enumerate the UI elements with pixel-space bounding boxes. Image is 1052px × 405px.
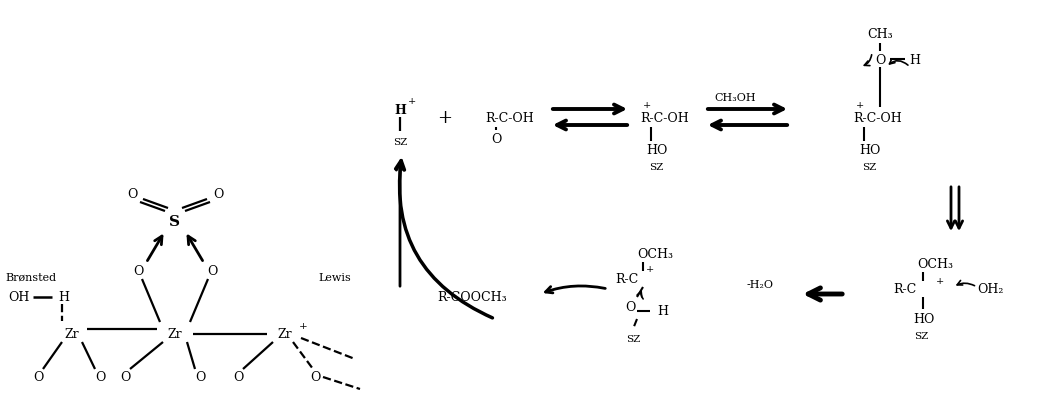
Text: O: O (33, 371, 43, 384)
Text: SZ: SZ (649, 163, 663, 172)
Text: OH: OH (8, 291, 29, 304)
Text: H: H (658, 305, 668, 318)
Text: O: O (127, 188, 137, 201)
Text: Zr: Zr (167, 328, 182, 341)
Text: R-C: R-C (893, 283, 916, 296)
Text: O: O (195, 371, 205, 384)
Text: SZ: SZ (392, 138, 407, 147)
Text: H: H (910, 53, 920, 66)
Text: R-C-OH: R-C-OH (641, 111, 689, 124)
Text: CH₃OH: CH₃OH (714, 93, 755, 103)
Text: +: + (643, 101, 651, 110)
Text: S: S (169, 215, 181, 228)
Text: HO: HO (859, 144, 881, 157)
Text: O: O (625, 301, 635, 314)
Text: SZ: SZ (626, 335, 641, 344)
Text: OCH₃: OCH₃ (917, 258, 953, 271)
Text: O: O (491, 133, 501, 146)
Text: CH₃: CH₃ (867, 28, 893, 41)
Text: SZ: SZ (914, 332, 928, 341)
Text: O: O (120, 371, 130, 384)
Text: +: + (936, 277, 944, 286)
Text: Brønsted: Brønsted (5, 272, 56, 282)
Text: O: O (875, 53, 885, 66)
Text: O: O (95, 371, 105, 384)
Text: Lewis: Lewis (318, 272, 350, 282)
Text: H: H (394, 103, 406, 116)
Text: OH₂: OH₂ (977, 283, 1004, 296)
Text: O: O (309, 371, 320, 384)
Text: -H₂O: -H₂O (747, 279, 773, 289)
Text: OCH₃: OCH₃ (638, 248, 673, 261)
Text: +: + (299, 322, 307, 331)
Text: O: O (207, 265, 217, 278)
Text: SZ: SZ (862, 163, 876, 172)
Text: +: + (408, 97, 417, 106)
Text: O: O (213, 188, 223, 201)
Text: R-COOCH₃: R-COOCH₃ (438, 291, 507, 304)
Text: R-C-OH: R-C-OH (486, 111, 534, 124)
Text: H: H (58, 291, 69, 304)
Text: Zr: Zr (278, 328, 292, 341)
Text: +: + (856, 101, 864, 110)
Text: O: O (133, 265, 143, 278)
Text: O: O (232, 371, 243, 384)
Text: HO: HO (646, 144, 667, 157)
Text: R-C: R-C (615, 273, 639, 286)
Text: Zr: Zr (64, 328, 79, 341)
Text: HO: HO (913, 313, 934, 326)
Text: +: + (646, 265, 654, 274)
Text: R-C-OH: R-C-OH (853, 111, 903, 124)
Text: +: + (438, 109, 452, 127)
